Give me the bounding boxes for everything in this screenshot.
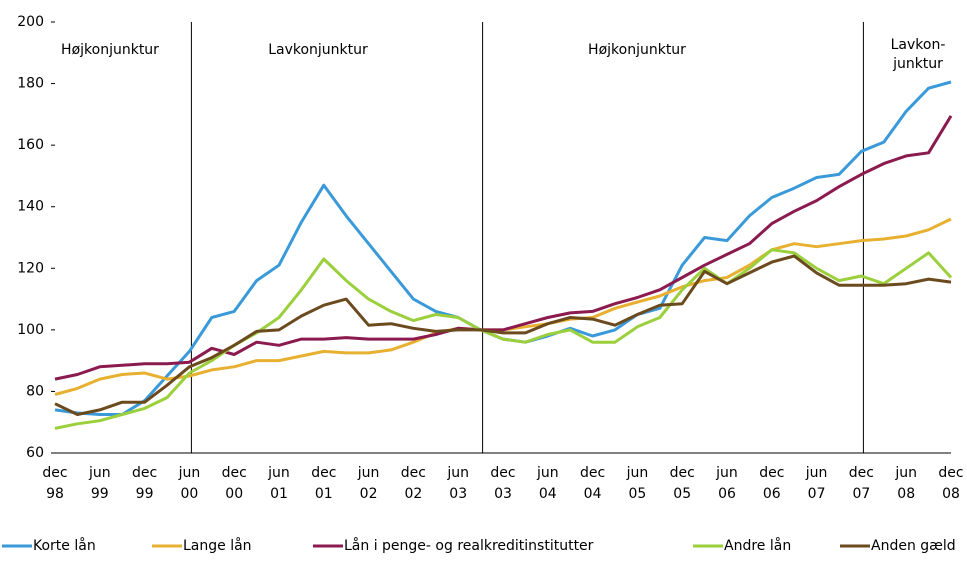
legend-label: Korte lån [33, 537, 96, 554]
y-tick-label: 180 [17, 76, 44, 92]
y-tick-label: 100 [17, 322, 44, 338]
y-tick-label: 80 [26, 383, 44, 399]
x-tick-label: dec 98 [42, 465, 67, 502]
y-tick-label: 200 [17, 14, 44, 30]
annotation: Lavkon- [891, 37, 946, 53]
legend-label: Andre lån [724, 537, 791, 554]
x-tick-label: dec 02 [401, 465, 426, 502]
series-line [54, 254, 952, 416]
x-tick-label: dec 07 [849, 465, 874, 502]
x-tick-label: jun 06 [715, 465, 738, 502]
x-tick-label: jun 04 [536, 465, 559, 502]
legend-label: Anden gæld [871, 538, 956, 554]
annotation: junktur [892, 56, 943, 72]
x-tick-label: jun 08 [894, 465, 917, 502]
x-tick-label: jun 01 [267, 465, 290, 502]
x-tick-label: dec 04 [580, 465, 605, 502]
x-tick-label: dec 99 [132, 465, 157, 502]
y-tick-label: 120 [17, 260, 44, 276]
y-tick-label: 140 [17, 199, 44, 215]
x-tick-label: jun 99 [88, 465, 111, 502]
x-tick-label: dec 05 [670, 465, 695, 502]
x-tick-label: jun 02 [357, 465, 380, 502]
x-tick-label: dec 00 [222, 465, 247, 502]
series-line [54, 248, 953, 430]
y-tick-label: 60 [26, 445, 44, 461]
x-tick-label: jun 00 [178, 465, 201, 502]
annotation: Lavkonjunktur [268, 42, 368, 58]
series-line [54, 115, 953, 381]
legend-label: Lange lån [183, 537, 252, 554]
x-tick-label: jun 05 [626, 465, 649, 502]
x-tick-label: dec 01 [311, 465, 336, 502]
x-tick-label: jun 03 [446, 465, 469, 502]
x-tick-label: jun 07 [805, 465, 828, 502]
annotation: Højkonjunktur [588, 42, 686, 58]
annotation: Højkonjunktur [61, 42, 159, 58]
y-tick-label: 160 [17, 137, 44, 153]
series-line [54, 80, 952, 416]
x-tick-label: dec 03 [490, 465, 515, 502]
x-tick-label: dec 08 [938, 465, 963, 502]
x-tick-label: dec 06 [759, 465, 784, 502]
legend-label: Lån i penge- og realkreditinstitutter [344, 537, 594, 554]
